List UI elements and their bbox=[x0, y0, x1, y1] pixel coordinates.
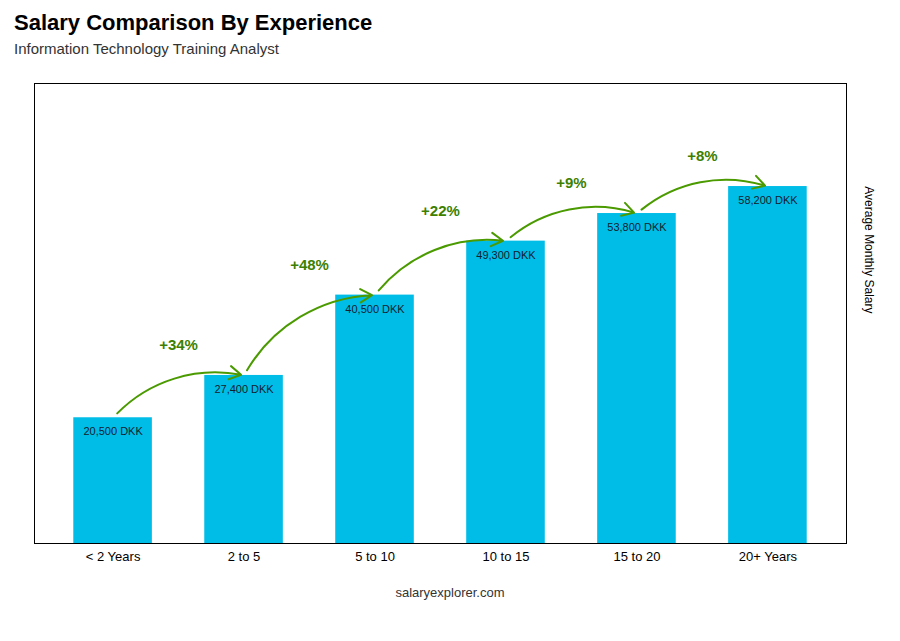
svg-text:< 2 Years: < 2 Years bbox=[86, 549, 141, 564]
svg-text:49,300 DKK: 49,300 DKK bbox=[476, 249, 536, 261]
svg-text:20,500 DKK: 20,500 DKK bbox=[83, 425, 143, 437]
svg-text:+48%: +48% bbox=[290, 256, 329, 273]
svg-text:27,400 DKK: 27,400 DKK bbox=[214, 383, 274, 395]
svg-text:5 to 10: 5 to 10 bbox=[355, 549, 395, 564]
svg-text:Average Monthly Salary: Average Monthly Salary bbox=[862, 186, 876, 313]
svg-text:20+ Years: 20+ Years bbox=[739, 549, 798, 564]
svg-text:+9%: +9% bbox=[556, 174, 586, 191]
svg-text:+8%: +8% bbox=[687, 147, 717, 164]
html-text:salaryexplorer.com: salaryexplorer.com bbox=[395, 585, 505, 600]
svg-text:+34%: +34% bbox=[159, 336, 198, 353]
svg-text:+22%: +22% bbox=[421, 202, 460, 219]
svg-text:15 to 20: 15 to 20 bbox=[613, 549, 660, 564]
svg-text:40,500 DKK: 40,500 DKK bbox=[345, 303, 405, 315]
svg-text:58,200 DKK: 58,200 DKK bbox=[738, 194, 798, 206]
svg-text:2 to 5: 2 to 5 bbox=[228, 549, 261, 564]
svg-text:53,800 DKK: 53,800 DKK bbox=[607, 221, 667, 233]
svg-text:10 to 15: 10 to 15 bbox=[482, 549, 529, 564]
html-text:Salary Comparison By Experienc: Salary Comparison By Experience bbox=[14, 10, 373, 35]
html-text:Information Technology Trainin: Information Technology Training Analyst bbox=[14, 40, 279, 57]
